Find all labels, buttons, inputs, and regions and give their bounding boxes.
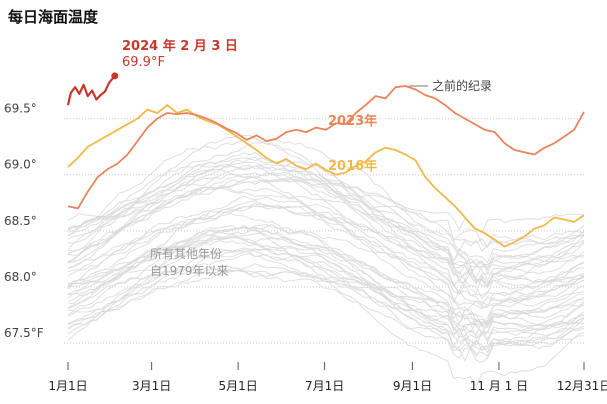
series-label-2023: 2023年 (328, 113, 377, 129)
other-year-line (67, 246, 585, 334)
x-tick-label: 3月1日 (132, 379, 171, 393)
y-tick-label: 67.5°F (4, 326, 44, 340)
other-year-line (67, 134, 585, 287)
series-line-y2023 (67, 85, 585, 210)
other-year-line (68, 235, 585, 326)
other-year-line (67, 264, 585, 363)
other-year-line (67, 239, 585, 327)
other-year-line (67, 224, 585, 307)
other-years-label: 所有其他年份 (150, 247, 222, 261)
other-years-lines (67, 134, 585, 388)
label-layer: 69.5° 69.0° 68.5° 68.0° 67.5°F 1月1日 3月1日 5月1日 7月… (4, 38, 607, 393)
other-year-line (67, 223, 585, 327)
annotation-2024-value: 69.9°F (122, 55, 165, 70)
series-line-y2024 (66, 75, 116, 106)
other-year-line (67, 205, 585, 300)
x-tick-label: 12月31日 (557, 379, 607, 393)
other-year-line (67, 227, 585, 352)
other-year-line (67, 203, 585, 306)
other-years-since-label: 自1979年以来 (150, 264, 229, 278)
grid-layer (64, 118, 585, 370)
other-year-line (67, 249, 585, 351)
x-tick-label: 11 月 1 日 (470, 379, 528, 393)
other-year-line (67, 237, 585, 363)
highlight-series-layer (66, 72, 585, 248)
other-year-line (67, 156, 585, 278)
y-tick-label: 68.5° (4, 214, 37, 228)
other-year-line (67, 202, 585, 286)
y-tick-label: 68.0° (4, 270, 37, 284)
record-annotation: 之前的纪录 (432, 78, 492, 93)
other-year-line (67, 211, 585, 324)
other-year-line (67, 186, 585, 310)
other-year-line (67, 172, 585, 270)
y-tick-label: 69.0° (4, 158, 37, 172)
other-year-line (67, 172, 585, 266)
x-tick-label: 9月1日 (393, 379, 432, 393)
annotation-2024-date: 2024 年 2 月 3 日 (122, 38, 238, 54)
chart-title: 每日海面温度 (8, 8, 99, 26)
other-year-line (67, 169, 585, 312)
series-label-2016: 2016年 (328, 158, 377, 174)
other-year-line (67, 200, 585, 290)
y-tick-label: 69.5° (4, 102, 37, 116)
other-year-line (67, 263, 585, 342)
series-line-y2016 (67, 104, 585, 248)
x-tick-label: 7月1日 (305, 379, 344, 393)
other-year-line (67, 245, 585, 342)
other-year-line (67, 157, 585, 285)
series-point-2024-latest (111, 72, 119, 80)
x-tick-label: 1月1日 (48, 379, 87, 393)
other-year-line (67, 229, 585, 337)
other-year-line (67, 137, 585, 294)
x-tick-label: 5月1日 (218, 379, 257, 393)
